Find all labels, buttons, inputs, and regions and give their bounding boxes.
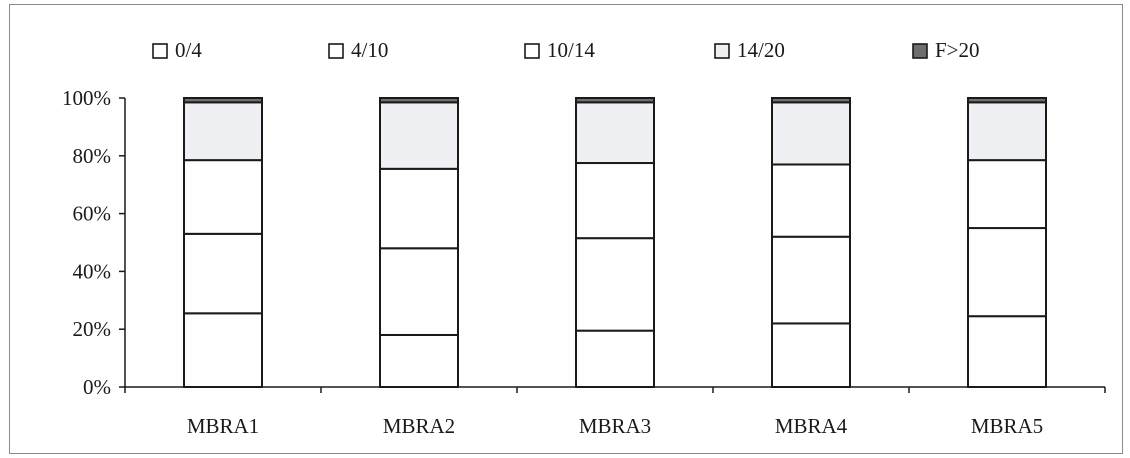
bar-segment-mbra2-f-20: [379, 97, 459, 104]
legend-label: 10/14: [547, 38, 595, 62]
bar-segment-mbra4-4-10: [771, 235, 851, 325]
legend-item-10-14: 10/14: [524, 38, 595, 62]
bar-segment-mbra4-14-20: [771, 101, 851, 166]
legend-item-14-20: 14/20: [714, 38, 785, 62]
bar-segment-mbra4-f-20: [771, 97, 851, 104]
legend-swatch: [524, 43, 540, 59]
x-tick-label-mbra2: MBRA2: [383, 414, 455, 438]
y-tick-label-60: 60%: [73, 202, 112, 226]
y-tick-label-20: 20%: [73, 317, 112, 341]
y-tick-label-80: 80%: [73, 144, 112, 168]
legend-swatch: [714, 43, 730, 59]
legend-item-0-4: 0/4: [152, 38, 202, 62]
bar-segment-mbra4-0-4: [771, 322, 851, 389]
bar-segment-mbra3-14-20: [575, 101, 655, 165]
bar-segment-mbra2-4-10: [379, 247, 459, 336]
bar-segment-mbra1-4-10: [183, 232, 263, 315]
legend-swatch: [912, 43, 928, 59]
legend-item-f-20: F>20: [912, 38, 980, 62]
bar-segment-mbra2-14-20: [379, 101, 459, 170]
legend-swatch: [152, 43, 168, 59]
bars: [183, 97, 1047, 389]
bar-segment-mbra5-14-20: [967, 101, 1047, 162]
legend: 0/4 4/10 10/14 14/20 F>20: [152, 38, 980, 62]
bar-stack-mbra1: [183, 97, 263, 388]
bar-segment-mbra5-10-14: [967, 159, 1047, 230]
bar-segment-mbra3-10-14: [575, 162, 655, 240]
legend-swatch: [328, 43, 344, 59]
bar-segment-mbra2-0-4: [379, 333, 459, 389]
bar-segment-mbra3-f-20: [575, 97, 655, 104]
bar-segment-mbra5-f-20: [967, 97, 1047, 104]
legend-label: 4/10: [351, 38, 388, 62]
bar-segment-mbra5-0-4: [967, 315, 1047, 389]
bar-segment-mbra3-0-4: [575, 329, 655, 388]
bar-segment-mbra2-10-14: [379, 167, 459, 250]
x-tick-label-mbra3: MBRA3: [579, 414, 651, 438]
legend-label: 0/4: [175, 38, 202, 62]
bar-segment-mbra3-4-10: [575, 237, 655, 332]
bar-segment-mbra5-4-10: [967, 227, 1047, 318]
y-tick-label-40: 40%: [73, 259, 112, 283]
bar-segment-mbra1-14-20: [183, 101, 263, 162]
bar-segment-mbra1-f-20: [183, 97, 263, 104]
bar-segment-mbra4-10-14: [771, 163, 851, 238]
x-tick-label-mbra5: MBRA5: [971, 414, 1043, 438]
x-tick-label-mbra4: MBRA4: [775, 414, 848, 438]
legend-label: F>20: [935, 38, 980, 62]
bar-stack-mbra2: [379, 97, 459, 389]
legend-item-4-10: 4/10: [328, 38, 388, 62]
bar-stack-mbra4: [771, 97, 851, 389]
y-tick-label-100: 100%: [62, 86, 111, 110]
bar-stack-mbra5: [967, 97, 1047, 389]
bar-stack-mbra3: [575, 97, 655, 388]
x-tick-label-mbra1: MBRA1: [187, 414, 259, 438]
axes: MBRA1 MBRA2 MBRA3 MBRA4 MBRA5 0% 20% 40% 60% 80% 1…: [62, 86, 1106, 438]
bar-segment-mbra1-0-4: [183, 312, 263, 388]
legend-label: 14/20: [737, 38, 785, 62]
y-tick-label-0: 0%: [83, 375, 111, 399]
bar-segment-mbra1-10-14: [183, 159, 263, 235]
